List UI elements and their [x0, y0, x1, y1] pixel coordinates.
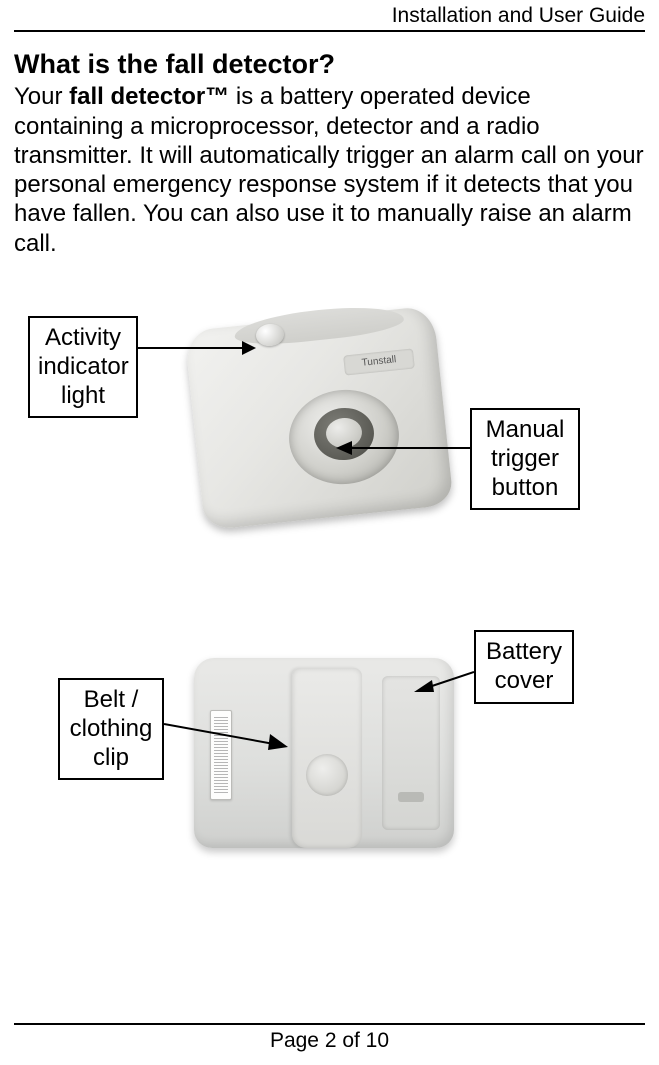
callout-battery-cover: Battery cover: [474, 630, 574, 704]
product-name: fall detector™: [69, 83, 229, 110]
page-footer: Page 2 of 10: [14, 1023, 645, 1053]
arrow-icon: [138, 336, 256, 366]
arrow-icon: [412, 666, 474, 696]
intro-paragraph: Your fall detector™ is a battery operate…: [14, 82, 645, 258]
section-heading: What is the fall detector?: [14, 48, 645, 80]
page: Installation and User Guide What is the …: [0, 0, 659, 1065]
arrow-icon: [164, 714, 288, 754]
header-title: Installation and User Guide: [392, 4, 645, 27]
page-number: Page 2 of 10: [270, 1029, 389, 1052]
diagram-area: Tunstall Activity indicator light Manual…: [14, 308, 645, 988]
callout-activity-indicator: Activity indicator light: [28, 316, 138, 418]
arrow-icon: [336, 436, 470, 460]
battery-cover-icon: [382, 676, 440, 830]
callout-belt-clip: Belt / clothing clip: [58, 678, 164, 780]
page-header: Installation and User Guide: [14, 0, 645, 32]
callout-manual-trigger: Manual trigger button: [470, 408, 580, 510]
